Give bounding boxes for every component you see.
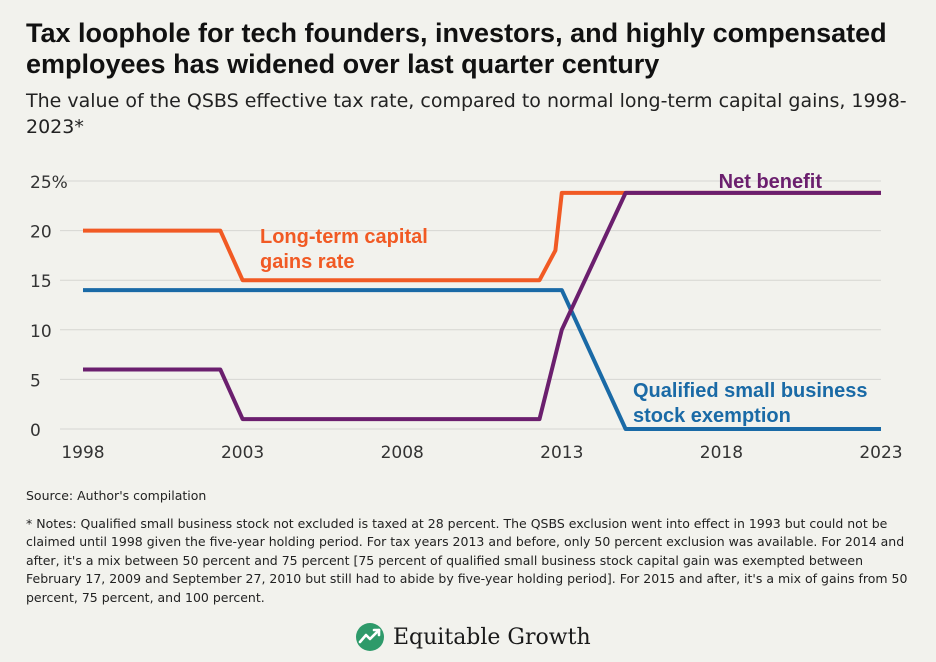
x-tick-label: 2013 [540,443,583,463]
y-tick-label: 10 [30,322,52,342]
footnote: * Notes: Qualified small business stock … [26,516,908,605]
x-tick-label: 1998 [61,443,104,463]
series-label-1: stock exemption [633,405,791,427]
y-tick-label: 15 [30,272,52,292]
series-label-1: Qualified small business [633,380,868,402]
growth-leaf-icon [356,623,384,651]
source-note: Source: Author's compilation [26,488,207,503]
line-chart: 0 5 10 15 20 25% 1998 2003 2008 2013 2018 2023 Long-… [30,171,903,463]
series-label-2: Net benefit [719,171,823,193]
x-tick-label: 2023 [859,443,902,463]
x-tick-label: 2008 [381,443,424,463]
y-tick-label: 25% [30,173,68,193]
chart-subtitle: The value of the QSBS effective tax rate… [26,90,907,138]
series-line-1 [83,288,881,431]
x-tick-label: 2003 [221,443,264,463]
series-line-2 [83,190,881,422]
y-tick-label: 20 [30,223,52,243]
series-label-0: Long-term capital [260,226,428,248]
series-label-0: gains rate [260,251,354,273]
y-tick-label: 5 [30,371,41,391]
y-tick-label: 0 [30,421,41,441]
logo-wordmark: Equitable Growth [393,624,591,650]
brand-logo: Equitable Growth [355,620,591,654]
chart-title: Tax loophole for tech founders, investor… [26,18,887,79]
x-tick-label: 2018 [700,443,743,463]
series-line-0 [83,190,881,283]
